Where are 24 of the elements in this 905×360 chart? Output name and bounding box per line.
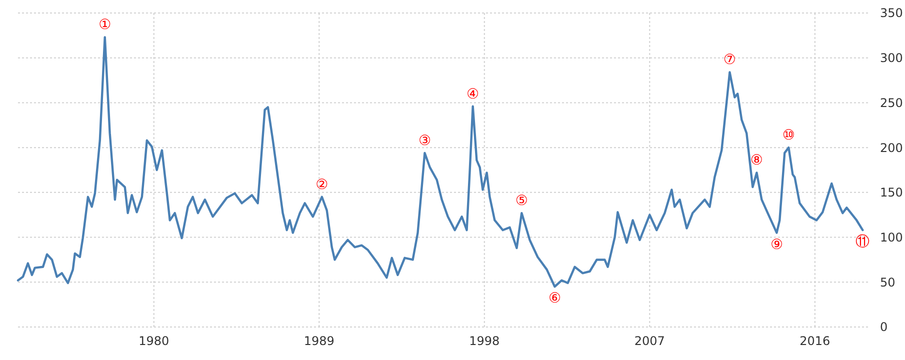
x-tick-label: 1980 [138,334,170,348]
annotation: ⑩ [782,128,795,144]
annotation: ④ [466,86,480,102]
y-tick-label: 350 [880,6,903,20]
annotation: ⑦ [723,52,736,68]
y-tick-label: 0 [880,320,888,334]
y-tick-label: 300 [880,51,903,66]
y-tick-label: 200 [880,140,903,155]
y-tick-label: 50 [880,275,896,290]
x-tick-label: 1998 [469,334,500,348]
annotation: ⑧ [750,152,763,169]
y-tick-label: 250 [880,96,903,110]
y-tick-label: 100 [880,230,903,244]
y-tick-label: 150 [880,186,903,200]
annotation: ① [98,17,112,34]
x-tick-label: 1989 [304,334,334,348]
annotation: ③ [418,132,431,149]
annotation: ⑪ [856,234,870,250]
annotation: ⑤ [515,193,528,210]
annotation: ⑥ [548,290,562,307]
x-tick-label: 2016 [800,334,830,348]
x-tick-label: 2007 [634,334,665,348]
annotation: ② [316,176,328,193]
annotation: ⑨ [770,236,783,253]
